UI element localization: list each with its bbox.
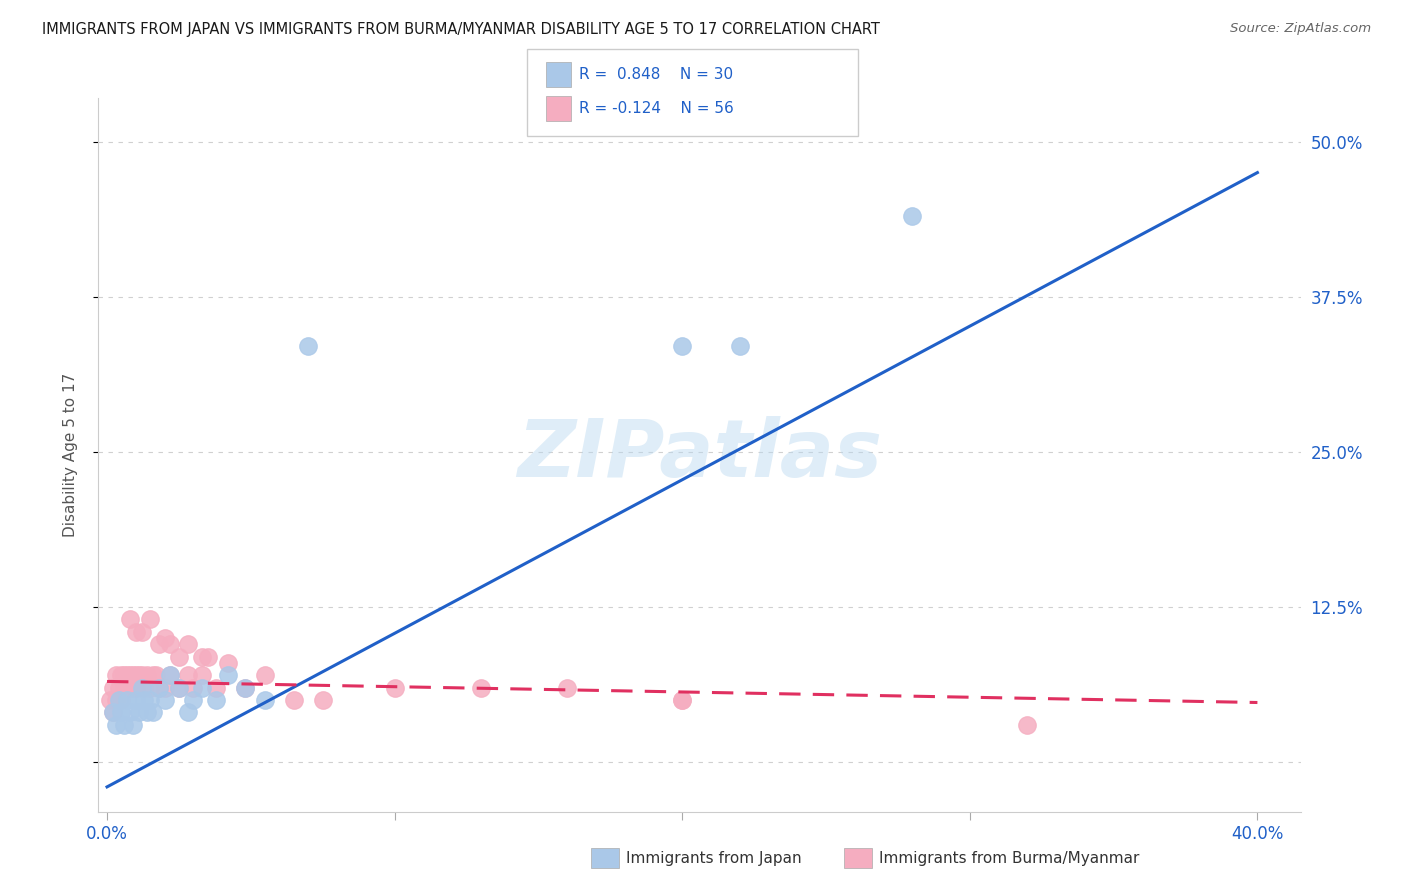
Point (1017, 718, 1039, 732)
Point (671, 339, 693, 353)
Point (254, 693, 277, 707)
Point (205, 681, 228, 695)
Point (120, 612, 142, 626)
Point (122, 668, 145, 682)
Point (128, 668, 150, 682)
Point (159, 637, 181, 651)
Point (139, 693, 162, 707)
Point (104, 668, 127, 682)
Point (104, 693, 127, 707)
Point (98, 693, 121, 707)
Point (107, 681, 129, 695)
Point (125, 681, 148, 695)
Point (110, 668, 132, 682)
Point (145, 668, 167, 682)
Text: ZIPatlas: ZIPatlas (517, 416, 882, 494)
Point (136, 706, 159, 720)
Point (217, 656, 239, 670)
Point (125, 668, 148, 682)
Point (136, 668, 159, 682)
Point (134, 681, 156, 695)
Point (101, 681, 124, 695)
Point (131, 624, 153, 639)
Text: Immigrants from Burma/Myanmar: Immigrants from Burma/Myanmar (879, 851, 1139, 865)
Point (107, 693, 129, 707)
Point (142, 706, 165, 720)
Point (112, 681, 135, 695)
Point (167, 649, 190, 664)
Point (107, 693, 129, 707)
Text: R =  0.848    N = 30: R = 0.848 N = 30 (579, 68, 734, 82)
Point (384, 681, 406, 695)
Point (128, 706, 150, 720)
Point (139, 612, 162, 626)
Point (167, 681, 190, 695)
Point (131, 668, 153, 682)
Point (153, 693, 176, 707)
Point (176, 706, 198, 720)
Point (142, 668, 165, 682)
Point (197, 649, 219, 664)
Point (139, 681, 162, 695)
Point (104, 718, 127, 732)
Point (110, 693, 132, 707)
Point (115, 693, 138, 707)
Point (176, 668, 198, 682)
Y-axis label: Disability Age 5 to 17: Disability Age 5 to 17 (63, 373, 77, 537)
Point (120, 668, 142, 682)
Point (131, 681, 153, 695)
Point (112, 718, 135, 732)
Point (101, 706, 124, 720)
Point (191, 649, 214, 664)
Point (555, 681, 578, 695)
Text: R = -0.124    N = 56: R = -0.124 N = 56 (579, 102, 734, 116)
Point (901, 209, 924, 223)
Point (101, 706, 124, 720)
Point (312, 693, 335, 707)
Point (283, 693, 305, 707)
Point (671, 693, 693, 707)
Point (153, 681, 176, 695)
Point (134, 693, 156, 707)
Point (153, 631, 176, 645)
Point (122, 681, 145, 695)
Point (183, 693, 205, 707)
Point (115, 681, 138, 695)
Point (148, 681, 170, 695)
Point (183, 681, 205, 695)
Point (125, 624, 148, 639)
Point (115, 668, 138, 682)
Point (671, 693, 693, 707)
Point (254, 668, 277, 682)
Point (176, 637, 198, 651)
Point (191, 681, 214, 695)
Point (122, 718, 145, 732)
Point (125, 693, 148, 707)
Point (148, 681, 170, 695)
Point (728, 339, 751, 353)
Point (297, 339, 319, 353)
Point (120, 681, 142, 695)
Point (120, 706, 142, 720)
Point (167, 681, 190, 695)
Point (110, 706, 132, 720)
Text: IMMIGRANTS FROM JAPAN VS IMMIGRANTS FROM BURMA/MYANMAR DISABILITY AGE 5 TO 17 CO: IMMIGRANTS FROM JAPAN VS IMMIGRANTS FROM… (42, 22, 880, 37)
Point (205, 693, 228, 707)
Point (233, 681, 256, 695)
Point (112, 668, 135, 682)
Point (217, 668, 239, 682)
Point (159, 668, 181, 682)
Point (233, 681, 256, 695)
Point (159, 668, 181, 682)
Point (470, 681, 492, 695)
Text: Source: ZipAtlas.com: Source: ZipAtlas.com (1230, 22, 1371, 36)
Point (191, 668, 214, 682)
Text: Immigrants from Japan: Immigrants from Japan (626, 851, 801, 865)
Point (148, 637, 170, 651)
